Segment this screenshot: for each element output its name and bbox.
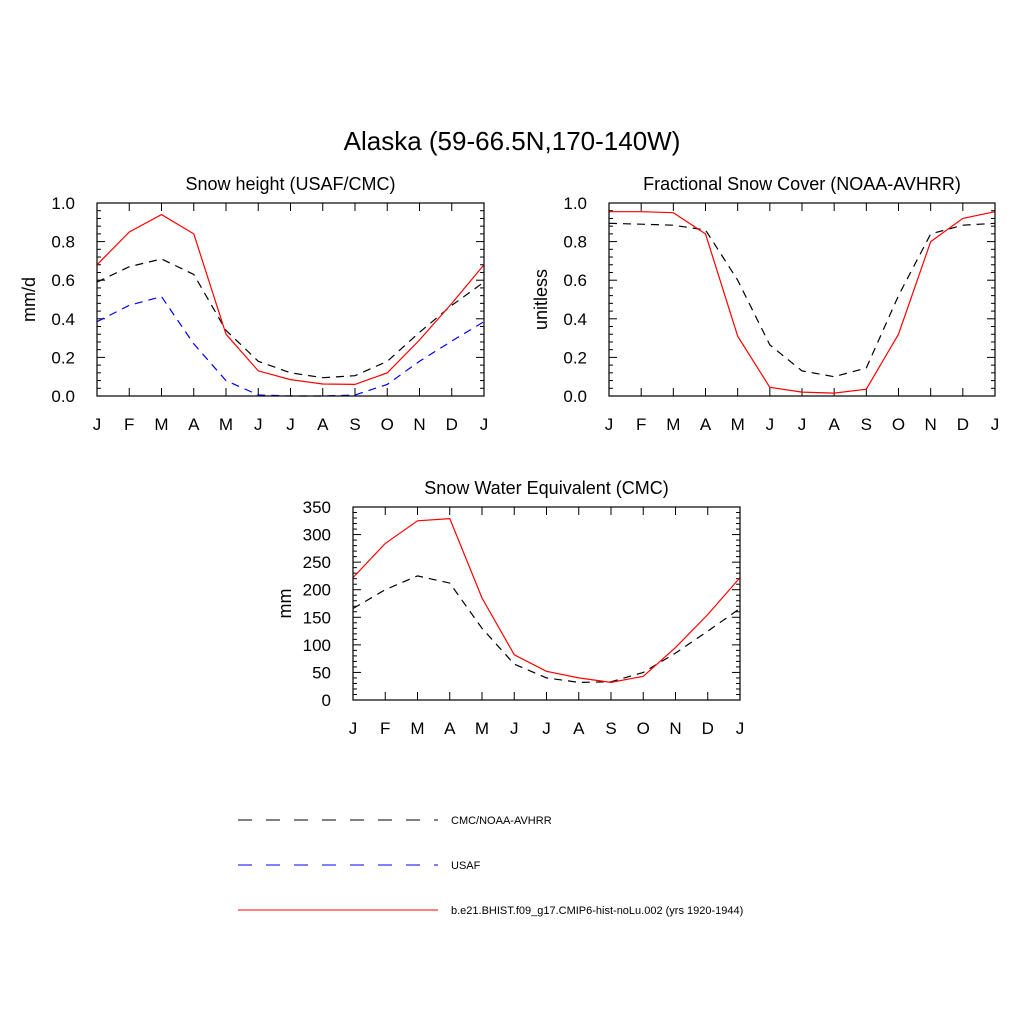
- y-axis-label: mm/d: [19, 277, 39, 322]
- x-tick-label: S: [861, 415, 872, 434]
- x-tick-label: J: [542, 719, 551, 738]
- y-tick-label: 0.6: [51, 271, 75, 290]
- series-line-model: [96, 213, 485, 386]
- series-line-obs: [96, 258, 485, 379]
- x-tick-label: A: [828, 415, 840, 434]
- x-tick-label: F: [636, 415, 646, 434]
- x-tick-label: M: [475, 719, 489, 738]
- series-line-model: [352, 517, 741, 684]
- legend-label-model: b.e21.BHIST.f09_g17.CMIP6-hist-noLu.002 …: [451, 905, 743, 917]
- x-tick-label: O: [637, 719, 650, 738]
- x-tick-label: J: [736, 719, 745, 738]
- x-tick-label: A: [573, 719, 585, 738]
- x-tick-label: M: [666, 415, 680, 434]
- y-tick-label: 300: [303, 526, 331, 545]
- plot-frame: [352, 506, 741, 701]
- x-tick-label: M: [410, 719, 424, 738]
- y-axis-label: unitless: [531, 269, 551, 330]
- x-tick-label: S: [605, 719, 616, 738]
- series-line-obs: [352, 575, 741, 684]
- y-tick-label: 50: [312, 663, 331, 682]
- legend-label-usaf: USAF: [451, 860, 481, 872]
- x-tick-label: A: [317, 415, 329, 434]
- x-tick-label: M: [219, 415, 233, 434]
- x-tick-label: J: [93, 415, 102, 434]
- x-tick-label: F: [124, 415, 134, 434]
- x-tick-label: N: [669, 719, 681, 738]
- series-line-obs: [608, 222, 996, 378]
- x-tick-label: O: [892, 415, 905, 434]
- x-tick-label: J: [991, 415, 1000, 434]
- x-tick-label: D: [702, 719, 714, 738]
- y-tick-label: 0.4: [563, 310, 587, 329]
- y-tick-label: 0.2: [51, 348, 75, 367]
- panel-title: Fractional Snow Cover (NOAA-AVHRR): [643, 174, 961, 194]
- y-tick-label: 0: [322, 691, 331, 710]
- x-tick-label: J: [798, 415, 807, 434]
- y-tick-label: 1.0: [563, 194, 587, 213]
- x-tick-label: J: [286, 415, 295, 434]
- series-line-model: [609, 211, 996, 394]
- x-tick-label: J: [605, 415, 614, 434]
- y-tick-label: 0.4: [51, 310, 75, 329]
- x-tick-label: D: [957, 415, 969, 434]
- x-tick-label: M: [731, 415, 745, 434]
- y-tick-label: 0.2: [563, 348, 587, 367]
- x-tick-label: J: [510, 719, 519, 738]
- x-tick-label: D: [446, 415, 458, 434]
- x-tick-label: A: [444, 719, 456, 738]
- y-tick-label: 150: [303, 608, 331, 627]
- y-tick-label: 0.6: [563, 271, 587, 290]
- y-tick-label: 0.8: [51, 233, 75, 252]
- x-tick-label: J: [480, 415, 489, 434]
- y-tick-label: 0.0: [51, 387, 75, 406]
- x-tick-label: O: [381, 415, 394, 434]
- x-tick-label: J: [349, 719, 358, 738]
- x-tick-label: M: [154, 415, 168, 434]
- legend-label-obs: CMC/NOAA-AVHRR: [451, 815, 552, 827]
- x-tick-label: N: [925, 415, 937, 434]
- series-line-usaf: [96, 295, 485, 397]
- panel-3: Snow Water Equivalent (CMC)mmJ F M A M J J A S O N…: [275, 478, 744, 738]
- x-tick-label: A: [188, 415, 200, 434]
- y-tick-label: 350: [303, 498, 331, 517]
- y-tick-label: 1.0: [51, 194, 75, 213]
- x-tick-label: J: [766, 415, 775, 434]
- plot-frame: [96, 202, 485, 397]
- legend: CMC/NOAA-AVHRR USAF b.e21.BHIST.f09_g17.CM…: [238, 815, 743, 917]
- y-tick-label: 100: [303, 636, 331, 655]
- panel-2: Fractional Snow Cover (NOAA-AVHRR) unitle…: [531, 174, 999, 434]
- plot-frame: [608, 202, 996, 397]
- panel-title: Snow height (USAF/CMC): [185, 174, 395, 194]
- x-tick-label: A: [700, 415, 712, 434]
- y-axis-label: mm: [275, 589, 295, 619]
- panel-title: Snow Water Equivalent (CMC): [424, 478, 668, 498]
- y-tick-label: 0.8: [563, 233, 587, 252]
- y-tick-label: 250: [303, 553, 331, 572]
- x-tick-label: F: [380, 719, 390, 738]
- x-tick-label: S: [349, 415, 360, 434]
- x-tick-label: N: [413, 415, 425, 434]
- y-tick-label: 0.0: [563, 387, 587, 406]
- figure-title: Alaska (59-66.5N,170-140W): [344, 126, 681, 156]
- panel-1: Snow height (USAF/CMC)mm/dJ F M A M J J A S O N D J0…: [19, 174, 488, 434]
- x-tick-label: J: [254, 415, 263, 434]
- y-tick-label: 200: [303, 581, 331, 600]
